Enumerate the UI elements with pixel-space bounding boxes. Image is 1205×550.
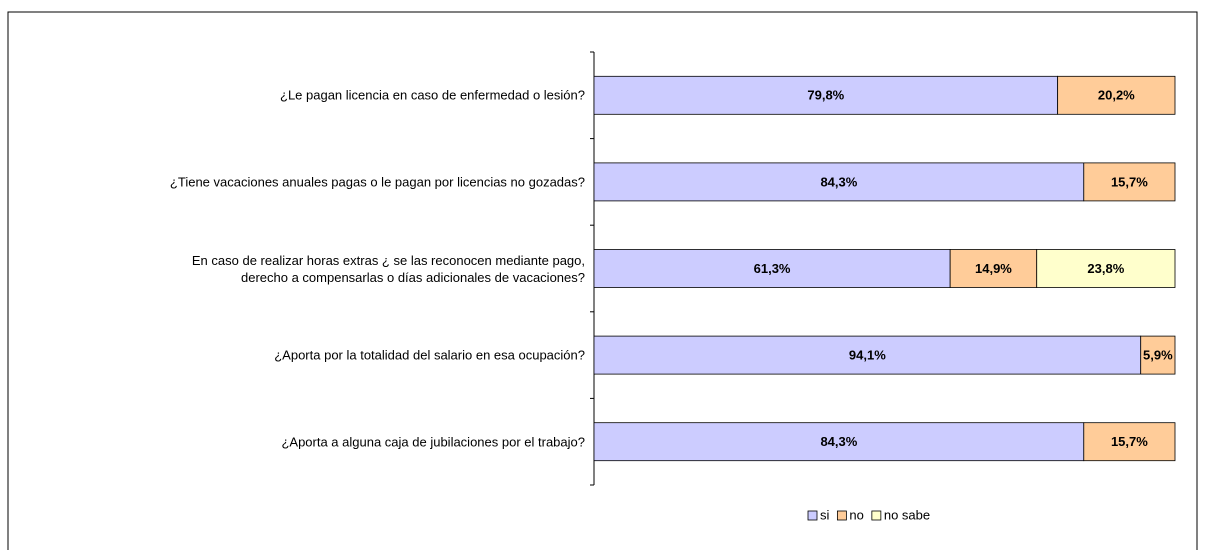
data-label: 20,2%: [1098, 88, 1135, 103]
data-label: 14,9%: [975, 261, 1012, 276]
legend-label: no sabe: [884, 507, 930, 522]
data-label: 5,9%: [1143, 348, 1173, 363]
legend-swatch: [871, 510, 882, 521]
data-label: 23,8%: [1087, 261, 1124, 276]
category-label: ¿Aporta a alguna caja de jubilaciones po…: [281, 434, 585, 450]
category-label: ¿Tiene vacaciones anuales pagas o le pag…: [169, 174, 585, 190]
data-label: 61,3%: [754, 261, 791, 276]
bar-segment: [1036, 249, 1176, 288]
data-label: 84,3%: [820, 434, 857, 449]
data-label: 79,8%: [807, 88, 844, 103]
legend-label: no: [849, 507, 863, 522]
data-label: 84,3%: [820, 174, 857, 189]
category-label: En caso de realizar horas extras ¿ se la…: [191, 252, 585, 285]
data-label: 15,7%: [1111, 174, 1148, 189]
category-label: ¿Le pagan licencia en caso de enfermedad…: [280, 87, 585, 103]
data-label: 15,7%: [1111, 434, 1148, 449]
bar-segment: [949, 249, 1038, 288]
legend-swatch: [836, 510, 847, 521]
bar-segment: [593, 249, 951, 288]
bar-segment: [593, 162, 1085, 202]
bar-segment: [1057, 75, 1176, 115]
bar-segment: [1083, 422, 1176, 462]
bar-segment: [593, 75, 1059, 115]
bar-segment: [593, 422, 1085, 462]
category-label: ¿Aporta por la totalidad del salario en …: [274, 347, 585, 363]
data-label: 94,1%: [849, 348, 886, 363]
chart-frame: [7, 11, 1198, 550]
bar-segment: [593, 335, 1142, 375]
legend-swatch: [807, 510, 818, 521]
bar-segment: [1140, 335, 1176, 375]
bar-segment: [1083, 162, 1176, 202]
legend-label: si: [820, 507, 830, 522]
